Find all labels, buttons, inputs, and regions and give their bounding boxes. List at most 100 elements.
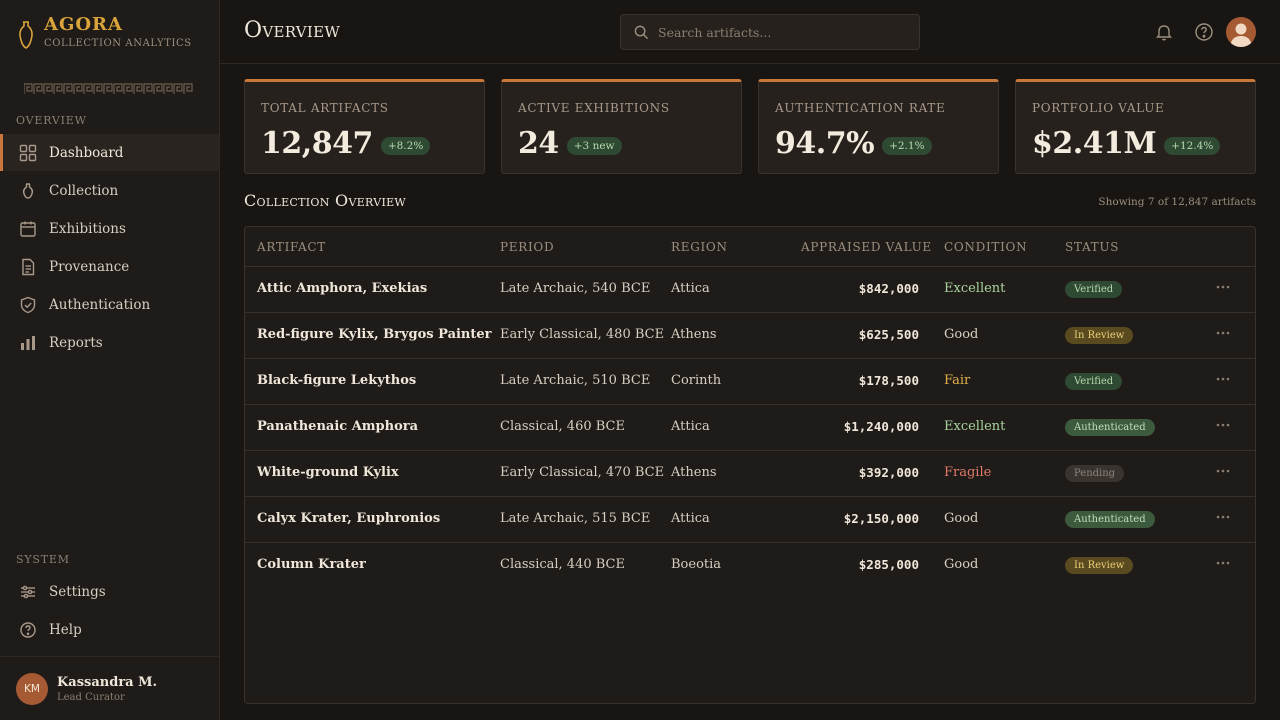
user-role: Lead Curator — [57, 691, 125, 703]
artifact-region: Attica — [671, 419, 710, 434]
sidebar-item-authentication[interactable]: Authentication — [0, 286, 219, 323]
sidebar-item-reports[interactable]: Reports — [0, 324, 219, 361]
appraised-value: $392,000 — [858, 465, 919, 480]
help-circle-icon — [20, 621, 36, 638]
artifact-region: Attica — [671, 281, 710, 296]
sidebar-item-label: Collection — [49, 182, 119, 199]
sidebar-item-label: Provenance — [49, 258, 130, 275]
sidebar-item-label: Dashboard — [49, 144, 124, 161]
more-options-icon[interactable] — [1216, 419, 1230, 431]
kpi-label: Authentication Rate — [775, 101, 946, 115]
kpi-value: 12,847 — [261, 126, 373, 161]
sidebar-item-label: Help — [49, 621, 82, 638]
artifact-period: Classical, 460 BCE — [500, 419, 625, 434]
condition-label: Good — [944, 511, 979, 526]
artifact-name[interactable]: Calyx Krater, Euphronios — [257, 511, 441, 526]
sidebar-item-label: Exhibitions — [49, 220, 126, 237]
artifact-region: Corinth — [671, 373, 722, 388]
artifact-name[interactable]: Attic Amphora, Exekias — [257, 281, 428, 296]
table-row[interactable]: Calyx Krater, Euphronios Late Archaic, 5… — [245, 497, 1255, 543]
table-row[interactable]: Red-figure Kylix, Brygos Painter Early C… — [245, 313, 1255, 359]
column-header-artifact[interactable]: Artifact — [257, 240, 326, 254]
column-header-condition[interactable]: Condition — [944, 240, 1028, 254]
kpi-card-portfolio-value[interactable]: Portfolio Value $2.41M +12.4% — [1015, 79, 1256, 174]
appraised-value: $842,000 — [858, 281, 919, 296]
table-row[interactable]: Panathenaic Amphora Classical, 460 BCE A… — [245, 405, 1255, 451]
section-label-system: System — [16, 553, 70, 566]
column-header-period[interactable]: Period — [500, 240, 555, 254]
sidebar-item-label: Authentication — [49, 296, 151, 313]
column-header-status[interactable]: Status — [1065, 240, 1120, 254]
table-header: Artifact Period Region Appraised Value C… — [245, 227, 1255, 267]
artifact-name[interactable]: Column Krater — [257, 557, 366, 572]
avatar: KM — [16, 672, 48, 705]
kpi-value: 24 — [518, 126, 559, 161]
artifact-name[interactable]: Black-figure Lekythos — [257, 373, 417, 388]
artifact-period: Classical, 440 BCE — [500, 557, 625, 572]
more-options-icon[interactable] — [1216, 465, 1230, 477]
artifact-name[interactable]: Red-figure Kylix, Brygos Painter — [257, 327, 492, 342]
artifact-name[interactable]: Panathenaic Amphora — [257, 419, 419, 434]
artifact-period: Early Classical, 480 BCE — [500, 327, 665, 342]
help-icon[interactable] — [1194, 22, 1214, 42]
sidebar-item-label: Settings — [49, 583, 106, 600]
appraised-value: $178,500 — [858, 373, 919, 388]
kpi-card-total-artifacts[interactable]: Total Artifacts 12,847 +8.2% — [244, 79, 485, 174]
user-profile[interactable]: KM Kassandra M. Lead Curator — [0, 656, 219, 720]
status-badge: Authenticated — [1065, 419, 1155, 436]
sidebar-item-settings[interactable]: Settings — [0, 573, 219, 610]
kpi-value: $2.41M — [1032, 126, 1157, 161]
sidebar-item-dashboard[interactable]: Dashboard — [0, 134, 219, 171]
sidebar-item-provenance[interactable]: Provenance — [0, 248, 219, 285]
user-silhouette-icon — [1230, 23, 1252, 47]
artifact-period: Early Classical, 470 BCE — [500, 465, 665, 480]
table-row[interactable]: White-ground Kylix Early Classical, 470 … — [245, 451, 1255, 497]
appraised-value: $2,150,000 — [843, 511, 919, 526]
section-title: Collection Overview — [244, 191, 407, 210]
sidebar-item-collection[interactable]: Collection — [0, 172, 219, 209]
artifact-name[interactable]: White-ground Kylix — [257, 465, 399, 480]
kpi-delta-badge: +8.2% — [380, 136, 431, 155]
sidebar-item-exhibitions[interactable]: Exhibitions — [0, 210, 219, 247]
table-row[interactable]: Attic Amphora, Exekias Late Archaic, 540… — [245, 267, 1255, 313]
kpi-label: Total Artifacts — [261, 101, 389, 115]
kpi-card-authentication-rate[interactable]: Authentication Rate 94.7% +2.1% — [758, 79, 999, 174]
more-options-icon[interactable] — [1216, 281, 1230, 293]
artifact-period: Late Archaic, 510 BCE — [500, 373, 651, 388]
table-row[interactable]: Column Krater Classical, 440 BCE Boeotia… — [245, 543, 1255, 589]
table-row[interactable]: Black-figure Lekythos Late Archaic, 510 … — [245, 359, 1255, 405]
brand-name: AGORA — [44, 14, 123, 35]
user-name: Kassandra M. — [57, 674, 158, 690]
artifact-region: Athens — [671, 465, 717, 480]
sliders-icon — [21, 585, 35, 598]
bar-chart-icon — [21, 335, 35, 350]
grid-icon — [19, 144, 37, 161]
shield-check-icon — [20, 296, 36, 313]
column-header-appraised-value[interactable]: Appraised Value — [801, 240, 932, 254]
search-input[interactable] — [658, 24, 898, 40]
appraised-value: $1,240,000 — [843, 419, 919, 434]
more-options-icon[interactable] — [1216, 557, 1230, 569]
condition-label: Fair — [944, 373, 971, 388]
user-avatar[interactable] — [1226, 17, 1256, 47]
sidebar-item-help[interactable]: Help — [0, 611, 219, 648]
more-options-icon[interactable] — [1216, 511, 1230, 523]
amphora-logo-icon — [19, 21, 33, 49]
search-box[interactable] — [620, 14, 920, 50]
bell-icon[interactable] — [1154, 22, 1174, 42]
artifact-region: Attica — [671, 511, 710, 526]
more-options-icon[interactable] — [1216, 373, 1230, 385]
artifact-period: Late Archaic, 540 BCE — [500, 281, 651, 296]
status-badge: Authenticated — [1065, 511, 1155, 528]
amphora-icon — [22, 182, 34, 199]
condition-label: Excellent — [944, 419, 1006, 434]
kpi-value: 94.7% — [775, 126, 875, 161]
artifact-period: Late Archaic, 515 BCE — [500, 511, 651, 526]
column-header-region[interactable]: Region — [671, 240, 728, 254]
brand[interactable]: AGORA Collection Analytics — [18, 14, 192, 50]
condition-label: Good — [944, 327, 979, 342]
section-label-overview: Overview — [16, 114, 87, 127]
kpi-card-active-exhibitions[interactable]: Active Exhibitions 24 +3 new — [501, 79, 742, 174]
more-options-icon[interactable] — [1216, 327, 1230, 339]
status-badge: In Review — [1065, 557, 1134, 574]
